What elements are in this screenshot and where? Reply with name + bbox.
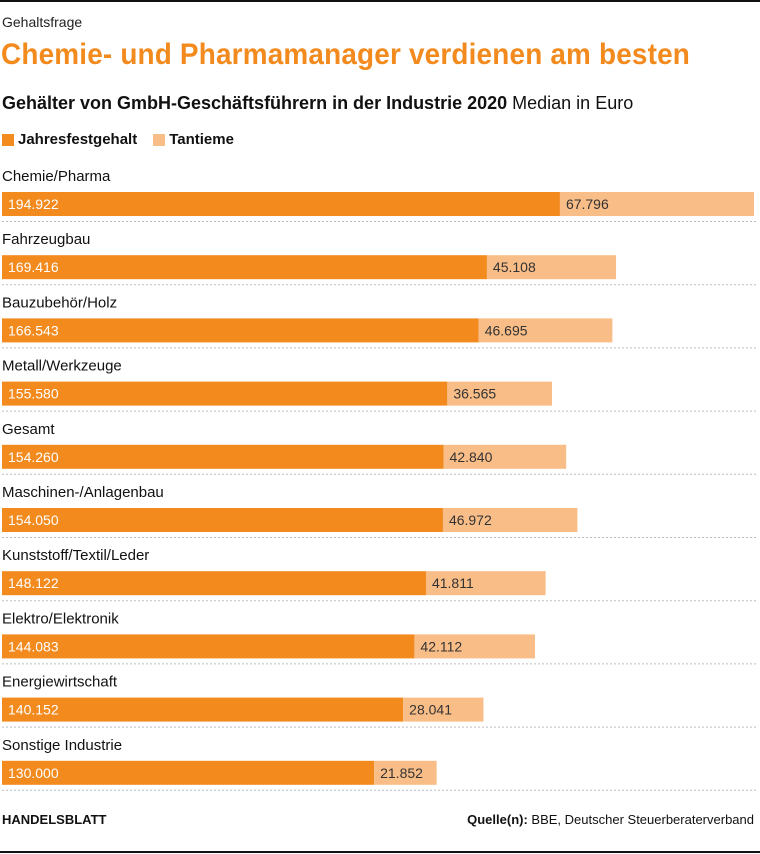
- source-label: Quelle(n):: [467, 812, 528, 827]
- legend-label-bonus: Tantieme: [169, 131, 234, 148]
- bottom-rule: [0, 851, 760, 853]
- value-label-tantieme: 42.840: [450, 449, 493, 465]
- legend-swatch-bonus: [153, 133, 166, 146]
- value-label-jahresfestgehalt: 154.260: [8, 449, 59, 465]
- bar-jahresfestgehalt: [2, 508, 443, 532]
- category-label: Elektro/Elektronik: [2, 610, 119, 627]
- brand-name: HANDELSBLATT: [2, 812, 107, 827]
- category-label: Bauzubehör/Holz: [2, 294, 117, 311]
- bar-tantieme: [447, 381, 552, 406]
- value-label-tantieme: 46.695: [485, 322, 528, 338]
- subtitle-unit: Median in Euro: [512, 93, 634, 113]
- bar-jahresfestgehalt: [2, 571, 426, 596]
- value-label-tantieme: 46.972: [449, 512, 492, 528]
- bar-tantieme: [559, 192, 754, 216]
- bar-jahresfestgehalt: [2, 760, 375, 785]
- value-label-tantieme: 28.041: [409, 702, 452, 718]
- bar-jahresfestgehalt: [2, 255, 487, 280]
- value-label-jahresfestgehalt: 130.000: [8, 765, 59, 781]
- category-label: Kunststoff/Textil/Leder: [2, 547, 149, 564]
- value-label-jahresfestgehalt: 194.922: [8, 196, 59, 212]
- bar-jahresfestgehalt: [2, 381, 448, 406]
- chart-subtitle: Gehälter von GmbH-Geschäftsführern in de…: [2, 93, 633, 114]
- value-label-jahresfestgehalt: 148.122: [8, 575, 59, 591]
- value-label-tantieme: 21.852: [380, 765, 423, 781]
- value-label-jahresfestgehalt: 155.580: [8, 386, 59, 402]
- bar-jahresfestgehalt: [2, 697, 404, 722]
- category-label: Maschinen-/Anlagenbau: [2, 484, 164, 501]
- bar-tantieme: [478, 318, 613, 343]
- bar-tantieme: [486, 255, 617, 280]
- bar-tantieme: [414, 634, 535, 659]
- category-label: Gesamt: [2, 421, 55, 438]
- value-label-tantieme: 67.796: [566, 196, 609, 212]
- kicker: Gehaltsfrage: [2, 14, 83, 30]
- value-label-tantieme: 41.811: [432, 575, 474, 591]
- bar-tantieme: [374, 760, 437, 785]
- value-label-jahresfestgehalt: 154.050: [8, 512, 59, 528]
- legend: Jahresfestgehalt Tantieme: [2, 131, 250, 148]
- bar-tantieme: [442, 508, 578, 532]
- legend-item-bonus: Tantieme: [153, 131, 234, 148]
- bar-jahresfestgehalt: [2, 318, 479, 343]
- bar-tantieme: [443, 444, 567, 469]
- bar-tantieme: [425, 571, 546, 596]
- value-label-jahresfestgehalt: 169.416: [8, 259, 59, 275]
- source-note: Quelle(n): BBE, Deutscher Steuerberaterv…: [467, 812, 754, 827]
- bar-tantieme: [403, 697, 484, 722]
- value-label-jahresfestgehalt: 144.083: [8, 638, 59, 654]
- source-text: BBE, Deutscher Steuerberaterverband: [531, 812, 754, 827]
- top-rule: [0, 0, 760, 2]
- subtitle-main: Gehälter von GmbH-Geschäftsführern in de…: [2, 93, 508, 113]
- chart-title: Chemie- und Pharmamanager verdienen am b…: [1, 38, 691, 71]
- bar-jahresfestgehalt: [2, 444, 444, 469]
- value-label-jahresfestgehalt: 140.152: [8, 702, 59, 718]
- value-label-tantieme: 36.565: [453, 386, 496, 402]
- bar-jahresfestgehalt: [2, 192, 560, 216]
- value-label-tantieme: 45.108: [493, 259, 536, 275]
- category-label: Chemie/Pharma: [2, 168, 111, 185]
- category-label: Sonstige Industrie: [2, 737, 122, 754]
- bar-jahresfestgehalt: [2, 634, 415, 659]
- category-label: Energiewirtschaft: [2, 674, 118, 691]
- bar-chart: Chemie/Pharma 194.922 67.796 Fahrzeugbau 169…: [2, 168, 758, 791]
- category-label: Metall/Werkzeuge: [2, 358, 122, 375]
- legend-label-fixed: Jahresfestgehalt: [18, 131, 138, 148]
- legend-swatch-fixed: [2, 133, 14, 146]
- value-label-tantieme: 42.112: [420, 638, 462, 654]
- category-label: Fahrzeugbau: [2, 231, 90, 248]
- value-label-jahresfestgehalt: 166.543: [8, 322, 59, 338]
- legend-item-fixed: Jahresfestgehalt: [2, 131, 137, 148]
